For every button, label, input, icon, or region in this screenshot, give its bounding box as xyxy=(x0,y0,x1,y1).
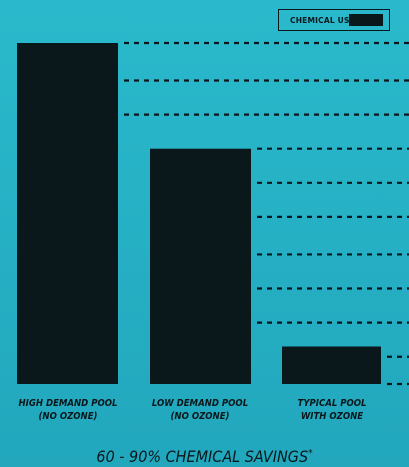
bar-high-demand xyxy=(17,43,118,384)
category-label-with-ozone: TYPICAL POOL WITH OZONE xyxy=(272,397,392,423)
bar-with-ozone xyxy=(282,346,381,384)
category-label-low-demand: LOW DEMAND POOL (NO OZONE) xyxy=(140,397,260,423)
legend-swatch xyxy=(349,14,383,26)
chart-legend: CHEMICAL USE xyxy=(278,9,390,31)
footnote-mark: * xyxy=(308,448,313,459)
legend-label: CHEMICAL USE xyxy=(290,16,355,25)
bar-low-demand xyxy=(150,149,251,384)
category-label-high-demand: HIGH DEMAND POOL (NO OZONE) xyxy=(8,397,128,423)
footnote-text: 60 - 90% CHEMICAL SAVINGS xyxy=(96,447,308,466)
chart-footnote: 60 - 90% CHEMICAL SAVINGS* xyxy=(0,447,409,466)
